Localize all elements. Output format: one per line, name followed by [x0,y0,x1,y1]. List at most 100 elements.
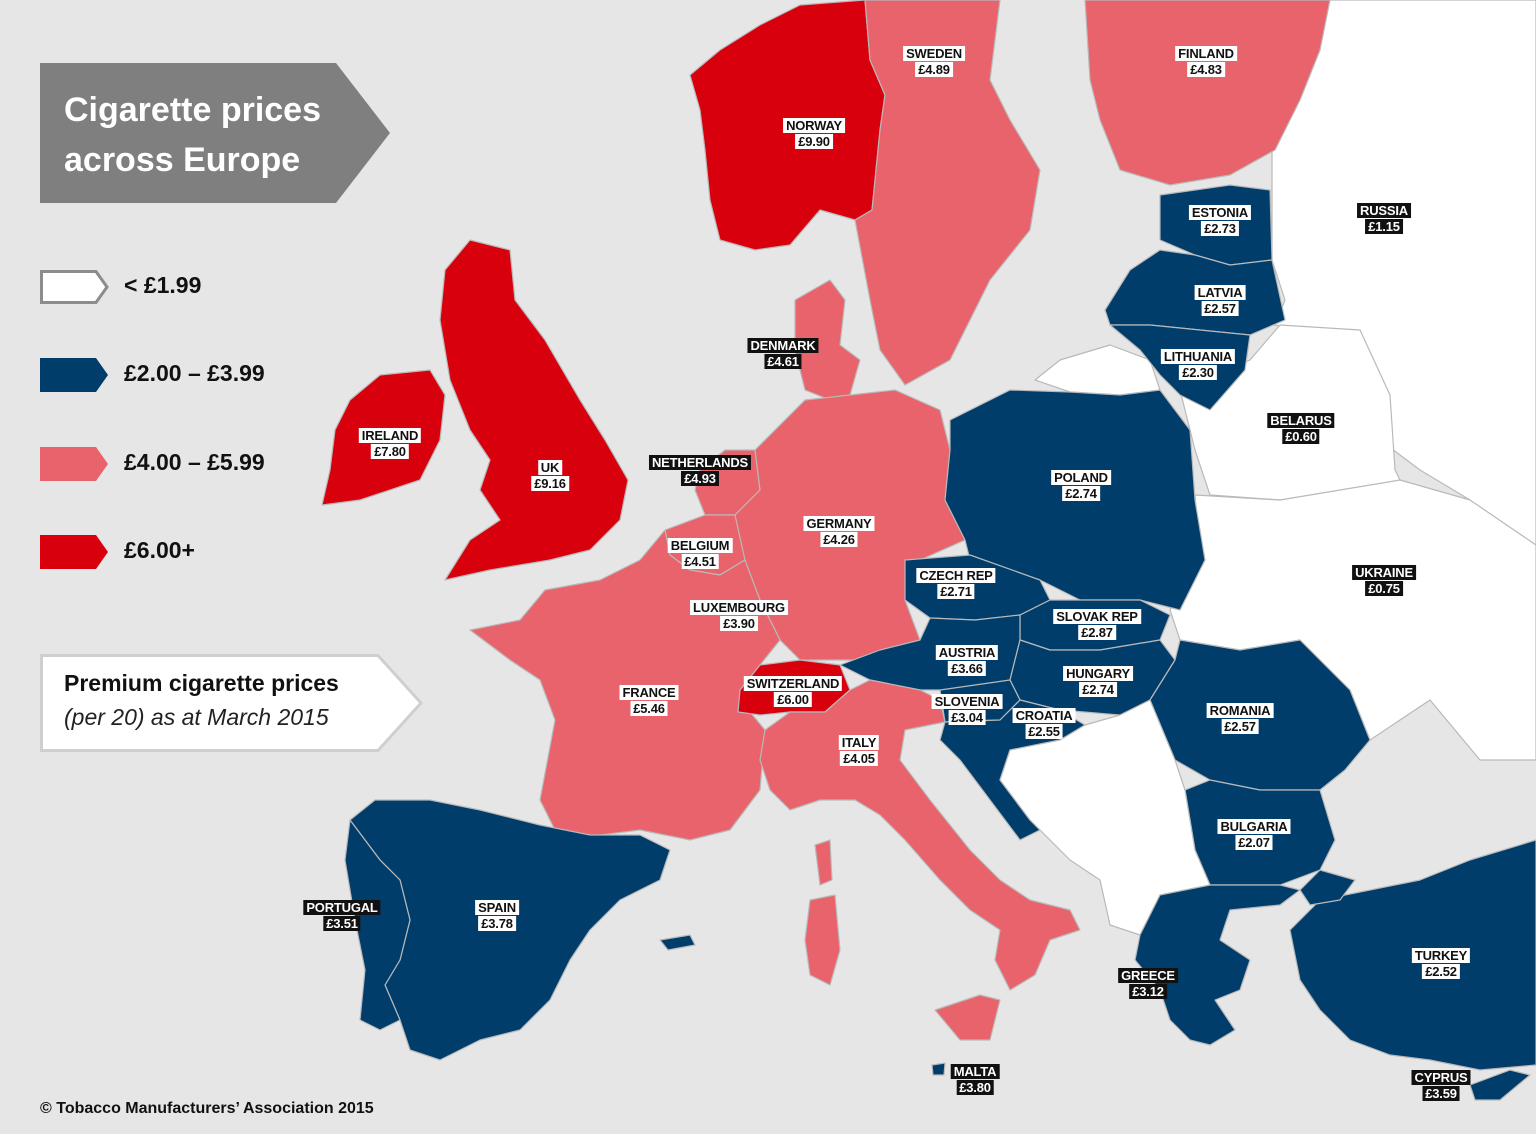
country-name: FRANCE [619,685,679,700]
turkey-thrace-region [1299,869,1356,906]
country-price: £4.26 [820,532,858,547]
copyright-notice: © Tobacco Manufacturers’ Association 201… [40,1100,374,1117]
subtitle-note: (per 20) as at March 2015 [64,704,329,730]
country-price: £3.80 [956,1080,994,1095]
country-name: GREECE [1118,968,1178,983]
country-name: PORTUGAL [303,900,381,915]
ukraine-region [1169,479,1536,761]
country-price: £0.60 [1282,429,1320,444]
country-label-switzerland: SWITZERLAND £6.00 [743,676,843,707]
country-name: ESTONIA [1188,205,1252,220]
country-name: HUNGARY [1063,666,1133,681]
country-label-turkey: TURKEY £2.52 [1411,948,1471,979]
country-name: NORWAY [783,118,845,133]
country-price: £3.59 [1422,1086,1460,1101]
country-price: £9.90 [795,134,833,149]
legend-label: £4.00 – £5.99 [124,449,265,475]
country-name: UK [537,460,563,475]
country-label-uk: UK £9.16 [531,460,569,491]
country-price: £2.57 [1221,719,1259,734]
country-price: £3.78 [478,916,516,931]
country-label-belgium: BELGIUM £4.51 [667,538,733,569]
finland-region [1084,0,1331,186]
title-banner-shape [40,63,390,203]
title-banner: Cigarette prices across Europe [40,63,392,203]
country-label-portugal: PORTUGAL £3.51 [303,900,381,931]
country-label-cyprus: CYPRUS £3.59 [1411,1070,1471,1101]
country-label-finland: FINLAND £4.83 [1175,46,1237,77]
country-name: SPAIN [475,900,519,915]
country-name: LUXEMBOURG [690,600,788,615]
country-name: FINLAND [1175,46,1237,61]
country-name: BULGARIA [1217,819,1291,834]
legend-swatch [40,358,108,392]
country-name: MALTA [950,1064,1000,1079]
country-price: £4.93 [681,471,719,486]
denmark-region [794,279,861,401]
country-name: LATVIA [1194,285,1246,300]
country-price: £7.80 [371,444,409,459]
country-name: IRELAND [358,428,422,443]
sicily-region [934,994,1001,1041]
uk-region [439,239,629,581]
country-price: £2.55 [1025,724,1063,739]
country-name: TURKEY [1411,948,1471,963]
country-price: £4.89 [915,62,953,77]
country-label-luxembourg: LUXEMBOURG £3.90 [690,600,788,631]
country-label-malta: MALTA £3.80 [950,1064,1000,1095]
country-price: £2.52 [1422,964,1460,979]
country-name: CZECH REP [916,568,996,583]
country-label-latvia: LATVIA £2.57 [1194,285,1246,316]
country-name: DENMARK [747,338,819,353]
legend-label: £6.00+ [124,537,195,563]
page-title: Cigarette prices across Europe [64,91,321,179]
country-label-germany: GERMANY £4.26 [803,516,875,547]
country-label-slovenia: SLOVENIA £3.04 [931,694,1003,725]
country-name: SLOVENIA [931,694,1003,709]
country-price: £2.87 [1078,625,1116,640]
legend-label: < £1.99 [124,272,202,298]
country-label-hungary: HUNGARY £2.74 [1063,666,1133,697]
country-price: £2.30 [1179,365,1217,380]
country-price: £2.74 [1079,682,1117,697]
country-label-estonia: ESTONIA £2.73 [1188,205,1252,236]
legend-swatch [40,447,108,481]
country-name: GERMANY [803,516,875,531]
country-label-sweden: SWEDEN £4.89 [903,46,965,77]
country-price: £4.51 [681,554,719,569]
western-balkans-region [999,699,1211,936]
country-label-czech-rep: CZECH REP £2.71 [916,568,996,599]
country-price: £2.07 [1235,835,1273,850]
country-label-denmark: DENMARK £4.61 [747,338,819,369]
country-name: POLAND [1051,470,1111,485]
country-price: £3.90 [720,616,758,631]
subtitle-box: Premium cigarette prices (per 20) as at … [40,654,424,752]
sardinia-region [804,894,841,986]
country-name: SWEDEN [903,46,965,61]
malta-region [931,1062,946,1076]
country-name: AUSTRIA [935,645,999,660]
country-price: £2.71 [937,584,975,599]
country-label-poland: POLAND £2.74 [1051,470,1111,501]
country-name: UKRAINE [1352,565,1416,580]
greece-region [1134,884,1301,1046]
country-name: RUSSIA [1357,203,1411,218]
country-label-romania: ROMANIA £2.57 [1206,703,1274,734]
country-name: ROMANIA [1206,703,1274,718]
country-price: £5.46 [630,701,668,716]
country-price: £1.15 [1365,219,1403,234]
sweden-region [854,0,1041,386]
balearic-islands-region [659,934,696,951]
corsica-region [814,839,833,886]
country-price: £6.00 [774,692,812,707]
country-label-lithuania: LITHUANIA £2.30 [1160,349,1236,380]
country-name: NETHERLANDS [648,455,752,470]
country-label-croatia: CROATIA £2.55 [1012,708,1076,739]
legend-swatch [40,535,108,569]
country-name: SWITZERLAND [743,676,843,691]
country-label-netherlands: NETHERLANDS £4.93 [648,455,752,486]
country-name: BELARUS [1267,413,1335,428]
country-price: £3.12 [1129,984,1167,999]
country-name: SLOVAK REP [1053,609,1141,624]
italy-region [759,679,1081,991]
